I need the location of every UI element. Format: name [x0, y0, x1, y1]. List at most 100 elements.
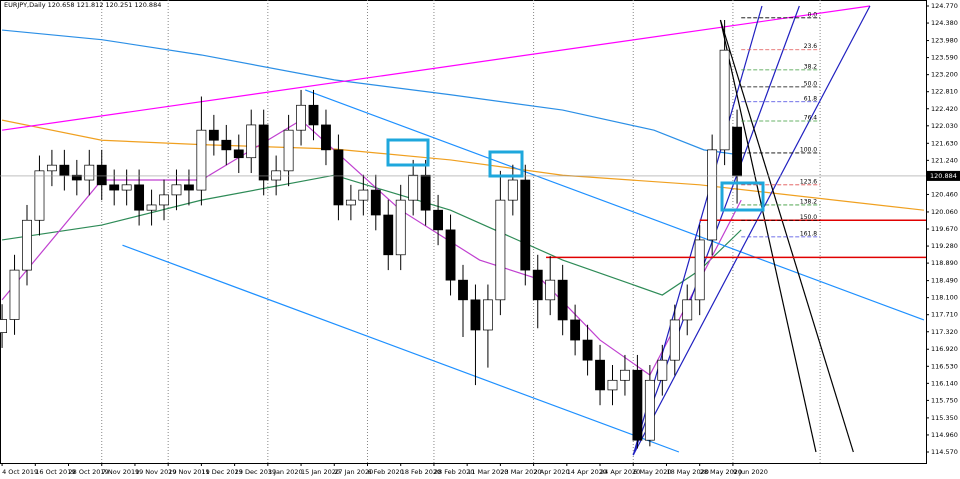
x-tick-label: 4 Oct 2019 [2, 468, 38, 476]
x-tick-label: 23 Dec 2019 [235, 468, 277, 476]
candle-body [694, 239, 705, 301]
candle-body [719, 49, 730, 151]
y-tick-label: 120.460 [931, 190, 958, 198]
trend-line [719, 19, 817, 453]
candle-body [321, 124, 331, 151]
chart-title: EURJPY,Daily 120.658 121.812 120.251 120… [4, 1, 161, 9]
moving-average [1, 119, 924, 211]
candle-body [707, 149, 718, 241]
candle-body [308, 104, 319, 126]
y-tick-label: 118.490 [931, 277, 958, 285]
trend-line [1, 5, 871, 131]
candle-body [233, 149, 244, 159]
x-tick-label: 3 Jan 2020 [268, 468, 303, 476]
candle-body [258, 124, 269, 181]
y-tick-label: 124.770 [931, 2, 958, 10]
plot-frame [0, 0, 927, 464]
candle-body [46, 164, 57, 172]
candle-body [146, 204, 157, 211]
y-tick-label: 122.420 [931, 105, 958, 113]
candle-body [532, 269, 543, 301]
candle-body [669, 319, 680, 361]
candle-body [358, 189, 369, 201]
candle-body [221, 139, 232, 151]
y-tick-label: 116.530 [931, 362, 958, 370]
y-tick-label: 119.670 [931, 225, 958, 233]
candle-body [420, 174, 431, 211]
x-tick-label: 6 May 2020 [633, 468, 671, 476]
candle-body [196, 129, 207, 191]
trend-line [632, 5, 871, 456]
trend-line [304, 89, 925, 321]
fib-label: 100.0 [800, 146, 817, 153]
x-tick-label: 14 Apr 2020 [567, 468, 607, 476]
y-tick-label: 114.570 [931, 448, 958, 456]
y-tick-label: 120.060 [931, 208, 958, 216]
candle-body [159, 194, 169, 206]
candle-body [271, 170, 282, 181]
candle-body [109, 184, 120, 191]
candle-body [507, 179, 518, 201]
candle-body [121, 184, 132, 191]
candle-body [607, 379, 618, 391]
highlight-box [720, 181, 765, 212]
candle-body [482, 299, 493, 331]
fib-label: 150.0 [800, 214, 817, 221]
x-tick-label: 6 Feb 2020 [367, 468, 403, 476]
last-price-label: 120.884 [930, 172, 957, 180]
candle-body [84, 164, 95, 181]
candle-body [34, 170, 45, 221]
highlight-box [488, 150, 524, 178]
candle-body [134, 184, 145, 211]
candle-body [345, 199, 356, 206]
candle-body [732, 126, 742, 177]
moving-average [2, 29, 742, 156]
candle-body [395, 199, 406, 256]
candle-body [445, 229, 456, 281]
y-tick-label: 123.980 [931, 37, 958, 45]
candle-body [495, 199, 506, 301]
y-tick-label: 116.920 [931, 345, 958, 353]
moving-average [1, 174, 742, 296]
x-tick-label: 16 Oct 2019 [35, 468, 75, 476]
candle-body [208, 129, 219, 141]
candle-body [383, 214, 394, 256]
candle-body [71, 174, 82, 181]
candle-body [644, 379, 655, 441]
trend-line [122, 244, 680, 453]
y-tick-label: 123.590 [931, 54, 958, 62]
highlight-box [386, 138, 430, 167]
candle-body [557, 279, 568, 321]
y-tick-label: 115.350 [931, 414, 958, 422]
candle-body [171, 184, 182, 196]
fib-label: 138.2 [800, 198, 817, 205]
candle-body [620, 369, 630, 381]
x-tick-label: 28 May 2020 [700, 468, 742, 476]
fib-label: 0.0 [808, 11, 818, 18]
y-tick-label: 115.750 [931, 396, 958, 404]
candle-body [632, 369, 643, 441]
y-tick-label: 117.710 [931, 311, 958, 319]
x-tick-label: 29 Nov 2019 [168, 468, 210, 476]
moving-average [1, 119, 742, 376]
trend-line [719, 19, 854, 453]
x-tick-label: 9 Jun 2020 [733, 468, 768, 476]
y-tick-label: 114.960 [931, 431, 958, 439]
y-tick-label: 118.890 [931, 259, 958, 267]
y-tick-label: 124.380 [931, 19, 958, 27]
x-tick-label: 18 Feb 2020 [401, 468, 441, 476]
candle-body [595, 359, 605, 391]
fib-label: 61.8 [804, 95, 818, 102]
candle-body [370, 189, 381, 216]
x-tick-label: 23 Mar 2020 [500, 468, 541, 476]
plot-area: 0.0 23.6 38.2 50.0 61.8 76.4 100.0 123.6 138.2 15… [0, 0, 926, 463]
fib-label: 50.0 [804, 80, 818, 87]
candle-body [570, 319, 581, 341]
y-tick-label: 117.320 [931, 328, 958, 336]
candle-body [470, 299, 481, 331]
candle-body [545, 279, 556, 301]
last-price-box [927, 170, 960, 181]
x-tick-label: 2 Apr 2020 [534, 468, 570, 476]
x-tick-label: 28 Feb 2020 [434, 468, 474, 476]
